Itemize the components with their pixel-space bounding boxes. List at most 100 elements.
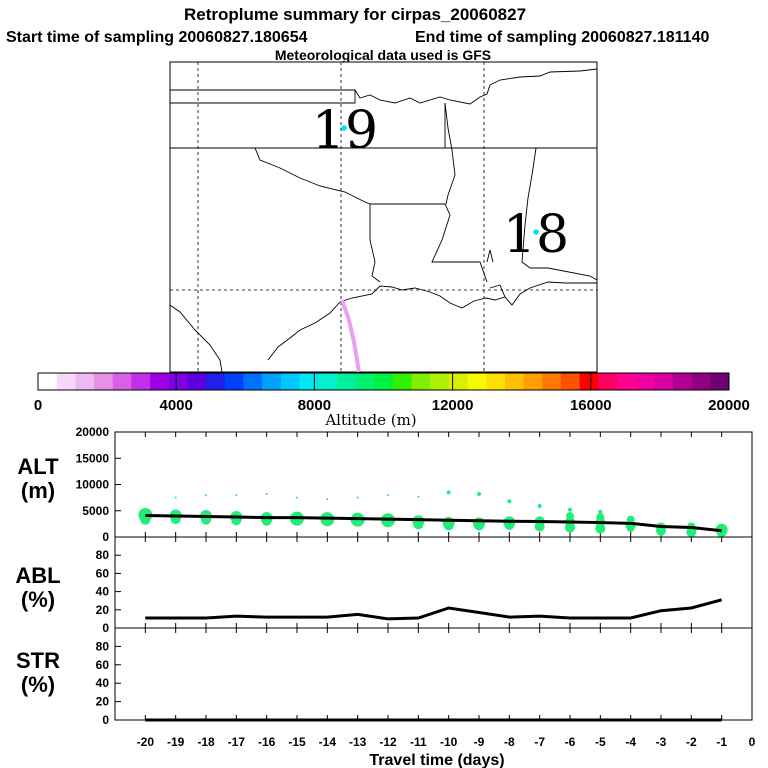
altitude-point xyxy=(477,491,481,496)
x-tick-label: -13 xyxy=(349,735,367,749)
altitude-point xyxy=(417,495,420,498)
x-tick-label: 0 xyxy=(749,735,756,749)
colorbar-tick-label: 0 xyxy=(34,397,42,414)
x-tick-label: -12 xyxy=(379,735,397,749)
altitude-point xyxy=(140,514,151,525)
y-tick-label: 40 xyxy=(96,676,110,690)
colorbar-tick-label: 16000 xyxy=(570,397,612,414)
y-tick-label: 5000 xyxy=(82,504,109,518)
y-tick-label: 10000 xyxy=(76,478,110,492)
colorbar-cell xyxy=(691,373,711,390)
altitude-point xyxy=(565,522,575,533)
y-tick-label: 0 xyxy=(102,530,109,544)
altitude-point xyxy=(686,527,697,538)
x-tick-label: -18 xyxy=(197,735,215,749)
x-tick-label: -3 xyxy=(656,735,667,749)
colorbar-cell xyxy=(299,373,319,390)
altitude-point xyxy=(598,509,603,514)
colorbar-cell xyxy=(243,373,263,390)
x-tick-label: -6 xyxy=(565,735,576,749)
colorbar-cell xyxy=(542,373,562,390)
altitude-point xyxy=(326,498,329,501)
colorbar-cell xyxy=(560,373,580,390)
y-tick-label: 60 xyxy=(96,566,110,580)
colorbar-cell xyxy=(392,373,412,390)
x-tick-label: -4 xyxy=(625,735,636,749)
panel-label: STR xyxy=(16,648,60,673)
altitude-point xyxy=(568,507,572,512)
end-time: End time of sampling 20060827.181140 xyxy=(415,29,709,46)
map-borders xyxy=(169,68,598,373)
colorbar-cell xyxy=(710,373,730,390)
altitude-point xyxy=(626,524,635,533)
colorbar-cell xyxy=(75,373,95,390)
colorbar-tick-label: 12000 xyxy=(432,397,474,414)
altitude-point xyxy=(174,496,177,499)
colorbar-cell xyxy=(616,373,637,390)
y-tick-label: 40 xyxy=(96,585,110,599)
panel-frame xyxy=(114,627,753,721)
colorbar-cell xyxy=(654,373,674,390)
altitude-point xyxy=(716,527,727,538)
colorbar-cell xyxy=(318,373,338,390)
altitude-point xyxy=(443,520,454,531)
colorbar-cell xyxy=(206,373,226,390)
colorbar-cell xyxy=(448,373,468,390)
colorbar-cell xyxy=(411,373,431,390)
map-panel: 19 18 xyxy=(169,61,598,373)
start-time: Start time of sampling 20060827.180654 xyxy=(6,29,308,46)
altitude-point xyxy=(356,496,359,499)
colorbar-cell xyxy=(467,373,487,390)
y-tick-label: 20 xyxy=(96,603,110,617)
colorbar-cell xyxy=(430,373,450,390)
x-tick-label: -16 xyxy=(258,735,276,749)
map-day-label-18: 18 xyxy=(503,205,569,265)
day-18-marker xyxy=(533,229,539,235)
y-tick-label: 60 xyxy=(96,658,110,672)
colorbar-cell xyxy=(579,373,599,390)
mean-altitude-line xyxy=(145,513,722,533)
y-tick-label: 20000 xyxy=(76,425,110,439)
altitude-point xyxy=(446,490,451,495)
y-tick-label: 0 xyxy=(102,621,109,635)
altitude-point xyxy=(413,519,424,530)
x-tick-label: -20 xyxy=(137,735,155,749)
colorbar-cell xyxy=(374,373,394,390)
altitude-colorbar: 0 4000 8000 12000 16000 20000 Altitude (m) xyxy=(34,372,750,429)
panel-unit: (%) xyxy=(21,672,55,697)
x-tick-label: -15 xyxy=(288,735,306,749)
colorbar-cell xyxy=(187,373,207,390)
x-tick-label: -7 xyxy=(534,735,545,749)
series-line xyxy=(145,598,723,621)
x-tick-label: -17 xyxy=(228,735,246,749)
x-tick-label: -19 xyxy=(167,735,185,749)
panel-label: ABL xyxy=(15,563,60,588)
colorbar-cell xyxy=(280,373,300,390)
timeseries-panels: 05000100001500020000ALT(m)020406080ABL(%… xyxy=(15,425,753,727)
day-19-marker xyxy=(341,125,347,131)
colorbar-tick-labels: 0 4000 8000 12000 16000 20000 xyxy=(34,373,750,414)
altitude-point xyxy=(387,494,389,496)
panel-unit: (%) xyxy=(21,587,55,612)
y-tick-label: 80 xyxy=(96,639,110,653)
x-tick-label: -5 xyxy=(595,735,606,749)
altitude-point xyxy=(534,521,545,532)
colorbar-tick-label: 4000 xyxy=(160,397,193,414)
map-day-label-19: 19 xyxy=(312,101,378,161)
colorbar-label: Altitude (m) xyxy=(324,411,416,429)
x-tick-label: -11 xyxy=(410,735,427,749)
colorbar-cell xyxy=(56,373,76,390)
travel-time-axis: -20 -19 -18 -17 -16 -15 -14 -13 -12 -11 -10 -9 -8 -7-… xyxy=(137,735,756,749)
colorbar-cell xyxy=(150,373,170,390)
altitude-point xyxy=(656,525,666,536)
panel-alt: 0 5000 10000 15000 20000 ALT(m) xyxy=(17,425,753,544)
x-tick-label: -8 xyxy=(504,735,515,749)
altitude-point xyxy=(595,523,606,534)
met-data-note: Meteorological data used is GFS xyxy=(275,47,491,63)
panel-label: ALT xyxy=(17,454,59,479)
x-tick-label: -2 xyxy=(686,735,697,749)
panel-unit: (m) xyxy=(21,478,55,503)
y-tick-label: 0 xyxy=(102,713,109,727)
altitude-point xyxy=(235,494,238,496)
